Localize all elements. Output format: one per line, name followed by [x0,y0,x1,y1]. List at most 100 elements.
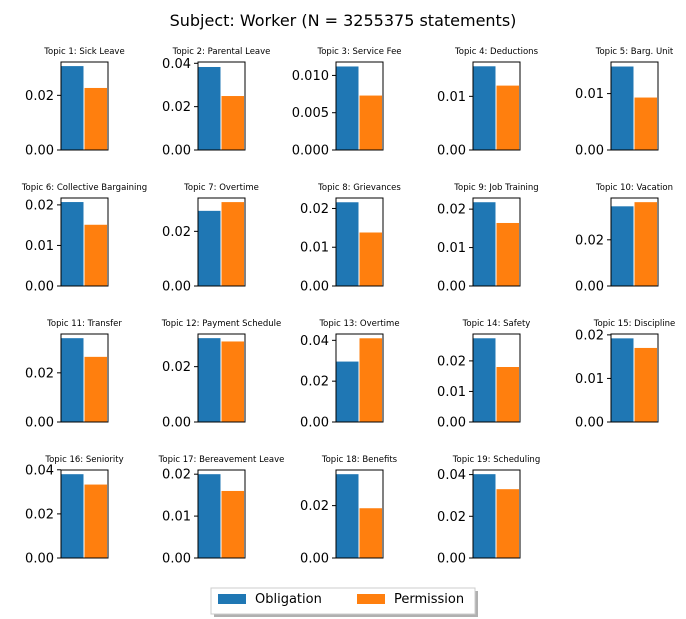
legend: Obligation Permission [210,587,478,617]
y-tick-label: 0.04 [437,468,466,483]
bar-permission [496,489,519,558]
subplot-title: Topic 17: Bereavement Leave [158,455,285,465]
y-tick-label: 0.00 [575,144,604,159]
y-tick-label: 0.01 [575,372,604,387]
bar-permission [84,224,107,286]
y-tick-label: 0.02 [575,233,604,248]
y-tick-label: 0.01 [575,87,604,102]
y-tick-label: 0.00 [25,416,54,431]
bar-permission [496,85,519,150]
subplot-7: Topic 7: Overtime 0.00 0.02 [162,183,259,295]
subplot-title: Topic 1: Sick Leave [43,47,124,57]
y-tick-label: 0.02 [25,89,54,104]
bar-obligation [611,66,634,150]
subplot-3: Topic 3: Service Fee 0.000 0.005 0.010 [292,47,402,159]
bar-permission [84,356,107,422]
y-tick-label: 0.01 [437,241,466,256]
y-tick-label: 0.01 [162,510,191,525]
subplot-frame [610,61,659,151]
y-tick-label: 0.00 [575,416,604,431]
subplot-4: Topic 4: Deductions 0.00 0.01 [437,47,539,159]
subplot-frame [335,61,384,151]
bar-permission [634,202,657,286]
legend-box [210,587,476,615]
bar-permission [221,490,244,558]
legend-swatch-obligation [218,594,246,604]
subplot-title: Topic 19: Scheduling [452,455,540,465]
subplot-frame [472,197,521,287]
bar-obligation [336,474,359,558]
bar-permission [221,341,244,422]
y-tick-label: 0.02 [162,360,191,375]
y-tick-label: 0.00 [300,416,329,431]
y-tick-label: 0.000 [292,144,329,159]
y-tick-label: 0.00 [437,416,466,431]
subplot-frame [60,61,109,151]
y-tick-label: 0.00 [25,144,54,159]
y-tick-label: 0.02 [162,468,191,483]
subplot-title: Topic 9: Job Training [453,183,538,193]
subplot-title: Topic 2: Parental Leave [172,47,271,57]
bar-permission [359,232,382,286]
bar-obligation [611,206,634,286]
subplot-frame [472,333,521,423]
bar-obligation [336,361,359,422]
bar-obligation [61,338,84,422]
bar-permission [496,367,519,422]
subplot-frame [335,197,384,287]
bar-permission [84,484,107,558]
subplot-16: Topic 16: Seniority 0.00 0.02 0.04 [25,455,124,567]
subplot-title: Topic 18: Benefits [321,455,398,465]
y-tick-label: 0.00 [300,280,329,295]
subplot-6: Topic 6: Collective Bargaining 0.00 0.01 0.… [21,183,147,295]
bar-obligation [198,338,221,422]
subplot-title: Topic 12: Payment Schedule [161,319,281,329]
subplot-9: Topic 9: Job Training 0.00 0.01 0.02 [437,183,539,295]
legend-swatch-permission [357,594,385,604]
subplot-17: Topic 17: Bereavement Leave 0.00 0.01 0.02 [158,455,285,567]
subplot-13: Topic 13: Overtime 0.00 0.02 0.04 [300,319,400,431]
subplot-title: Topic 10: Vacation [595,183,673,193]
subplot-frame [472,469,521,559]
y-tick-label: 0.04 [162,57,191,72]
subplot-frame [197,333,246,423]
y-tick-label: 0.010 [292,69,329,84]
bar-permission [496,222,519,286]
y-tick-label: 0.02 [162,100,191,115]
subplots-grid: Topic 1: Sick Leave 0.00 0.02 Topic 2: Pare… [21,47,675,567]
bar-obligation [473,474,496,558]
subplot-12: Topic 12: Payment Schedule 0.00 0.02 [161,319,281,431]
subplot-title: Topic 3: Service Fee [316,47,401,57]
subplot-title: Topic 7: Overtime [183,183,259,193]
subplot-title: Topic 4: Deductions [454,47,539,57]
y-tick-label: 0.04 [25,463,54,478]
y-tick-label: 0.01 [300,241,329,256]
bar-obligation [473,202,496,286]
subplot-frame [197,61,246,151]
y-tick-label: 0.04 [300,334,329,349]
y-tick-label: 0.02 [25,198,54,213]
y-tick-label: 0.00 [437,280,466,295]
subplot-2: Topic 2: Parental Leave 0.00 0.02 0.04 [162,47,270,159]
bar-obligation [336,66,359,150]
subplot-11: Topic 11: Transfer 0.00 0.02 [25,319,122,431]
y-tick-label: 0.02 [300,375,329,390]
subplot-18: Topic 18: Benefits 0.00 0.02 [300,455,398,567]
y-tick-label: 0.02 [437,354,466,369]
y-tick-label: 0.00 [437,144,466,159]
bar-obligation [336,202,359,286]
y-tick-label: 0.00 [162,416,191,431]
subplot-14: Topic 14: Safety 0.00 0.01 0.02 [437,319,530,431]
subplot-frame [472,61,521,151]
legend-label-obligation: Obligation [255,592,322,607]
subplot-title: Topic 15: Discipline [593,319,676,329]
y-tick-label: 0.02 [437,510,466,525]
y-tick-label: 0.00 [162,552,191,567]
subplot-title: Topic 13: Overtime [318,319,399,329]
y-tick-label: 0.02 [25,366,54,381]
bar-obligation [473,66,496,150]
subplot-frame [60,197,109,287]
bar-permission [359,338,382,422]
subplot-8: Topic 8: Grievances 0.00 0.01 0.02 [300,183,401,295]
